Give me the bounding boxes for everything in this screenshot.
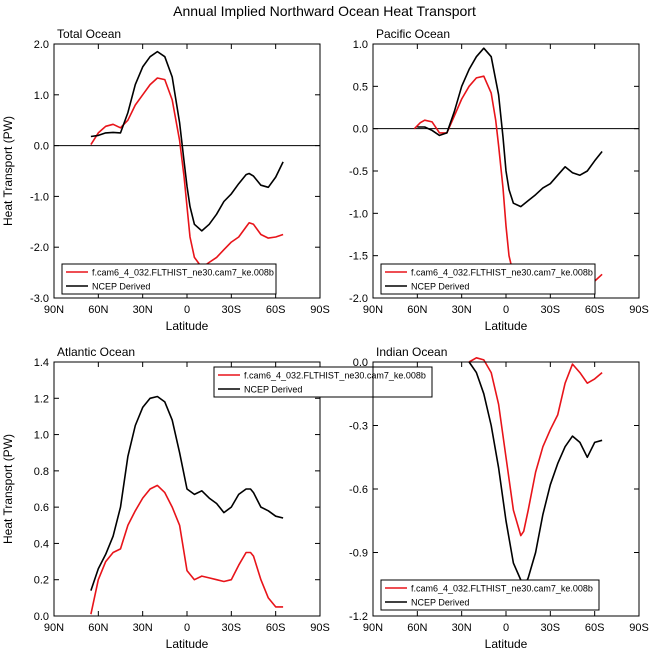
legend-label: NCEP Derived xyxy=(411,282,469,292)
panel-title: Indian Ocean xyxy=(376,345,447,359)
y-tick-label: -2.0 xyxy=(30,242,49,254)
x-tick-label: 60S xyxy=(585,304,605,316)
ncep-series-line xyxy=(468,361,603,586)
figure-title: Annual Implied Northward Ocean Heat Tran… xyxy=(173,3,476,19)
y-tick-label: 0.0 xyxy=(34,611,49,623)
legend-label: NCEP Derived xyxy=(411,598,469,608)
y-tick-label: 1.0 xyxy=(353,39,368,51)
legend-label: NCEP Derived xyxy=(92,282,150,292)
legend-label: f.cam6_4_032.FLTHIST_ne30.cam7_ke.008b xyxy=(411,584,593,594)
x-tick-label: 30N xyxy=(133,304,153,316)
model-series-line xyxy=(90,484,284,615)
x-tick-label: 90N xyxy=(363,304,383,316)
x-tick-label: 30S xyxy=(541,622,561,634)
legend-box xyxy=(61,263,277,295)
y-tick-label: 0.6 xyxy=(34,502,49,514)
panel-title: Pacific Ocean xyxy=(376,27,450,41)
x-tick-label: 60N xyxy=(88,304,108,316)
model-series-line xyxy=(468,356,603,537)
y-axis-label: Heat Transport (PW) xyxy=(1,434,15,544)
legend-label: f.cam6_4_032.FLTHIST_ne30.cam7_ke.008b xyxy=(411,268,593,278)
y-tick-label: 1.2 xyxy=(34,393,49,405)
y-tick-label: -0.5 xyxy=(349,166,368,178)
x-axis-label: Latitude xyxy=(485,637,528,651)
x-tick-label: 30S xyxy=(222,304,242,316)
x-tick-label: 60S xyxy=(266,622,286,634)
model-series-line xyxy=(90,77,284,269)
x-tick-label: 60N xyxy=(407,304,427,316)
legend: f.cam6_4_032.FLTHIST_ne30.cam7_ke.008b NC… xyxy=(61,263,277,295)
x-tick-label: 60N xyxy=(407,622,427,634)
x-tick-label: 90S xyxy=(629,304,649,316)
x-tick-label: 60S xyxy=(585,622,605,634)
y-tick-label: -0.9 xyxy=(349,548,368,560)
y-tick-label: -1.0 xyxy=(349,208,368,220)
y-tick-label: -0.6 xyxy=(349,484,368,496)
legend: f.cam6_4_032.FLTHIST_ne30.cam7_ke.008b NC… xyxy=(380,263,596,295)
x-tick-label: 0 xyxy=(184,622,190,634)
y-tick-label: 1.4 xyxy=(34,357,49,369)
y-tick-label: 1.0 xyxy=(34,430,49,442)
y-tick-label: -1.0 xyxy=(30,191,49,203)
legend: f.cam6_4_032.FLTHIST_ne30.cam7_ke.008b NC… xyxy=(213,366,433,398)
y-tick-label: 0.2 xyxy=(34,575,49,587)
plot-frame xyxy=(372,361,640,617)
legend: f.cam6_4_032.FLTHIST_ne30.cam7_ke.008b NC… xyxy=(380,579,600,611)
y-axis-label: Heat Transport (PW) xyxy=(1,116,15,226)
legend-label: f.cam6_4_032.FLTHIST_ne30.cam7_ke.008b xyxy=(92,268,274,278)
panel-title: Atlantic Ocean xyxy=(57,345,135,359)
x-tick-label: 90N xyxy=(44,304,64,316)
y-tick-label: 0.5 xyxy=(353,81,368,93)
x-tick-label: 30N xyxy=(452,622,472,634)
x-tick-label: 90N xyxy=(363,622,383,634)
x-tick-label: 90N xyxy=(44,622,64,634)
legend-label: f.cam6_4_032.FLTHIST_ne30.cam7_ke.008b xyxy=(244,371,426,381)
x-axis-label: Latitude xyxy=(485,319,528,333)
y-tick-label: -0.3 xyxy=(349,421,368,433)
y-tick-label: -1.5 xyxy=(349,251,368,263)
y-tick-label: 0.0 xyxy=(353,357,368,369)
x-tick-label: 90S xyxy=(310,304,330,316)
legend-box xyxy=(380,579,600,611)
panel-indian: Indian Ocean 90N 60N 30N 0 30S 60S 90S -1.2 -0.9 -… xyxy=(349,345,649,651)
legend-box xyxy=(213,366,433,398)
panel-total: Total Ocean 90N 60N 30N 0 30S 60S 90S -3.0 -2.0 -1… xyxy=(1,27,330,333)
y-tick-label: 0.8 xyxy=(34,466,49,478)
panel-title: Total Ocean xyxy=(57,27,121,41)
ncep-series-line xyxy=(90,395,284,591)
plot-frame xyxy=(53,43,321,299)
legend-label: NCEP Derived xyxy=(244,385,302,395)
ncep-series-line xyxy=(90,50,284,232)
panel-pacific: Pacific Ocean 90N 60N 30N 0 30S 60S 90S -2.0 -1.5… xyxy=(349,27,649,333)
y-tick-label: 2.0 xyxy=(34,39,49,51)
y-tick-label: 0.0 xyxy=(34,141,49,153)
x-tick-label: 90S xyxy=(310,622,330,634)
x-axis-label: Latitude xyxy=(166,637,209,651)
x-tick-label: 0 xyxy=(184,304,190,316)
x-tick-label: 0 xyxy=(503,304,509,316)
y-tick-label: -2.0 xyxy=(349,293,368,305)
x-axis-label: Latitude xyxy=(166,319,209,333)
x-tick-label: 90S xyxy=(629,622,649,634)
legend-box xyxy=(380,263,596,295)
y-tick-label: 0.4 xyxy=(34,538,49,550)
x-tick-label: 60N xyxy=(88,622,108,634)
x-tick-label: 30S xyxy=(541,304,561,316)
x-tick-label: 30N xyxy=(133,622,153,634)
ncep-series-line xyxy=(417,47,603,208)
x-tick-label: 30S xyxy=(222,622,242,634)
panel-atlantic: Atlantic Ocean 90N 60N 30N 0 30S 60S 90S 0.0 0.2 0… xyxy=(1,345,433,651)
y-tick-label: -1.2 xyxy=(349,611,368,623)
x-tick-label: 30N xyxy=(452,304,472,316)
y-tick-label: 1.0 xyxy=(34,90,49,102)
x-tick-label: 0 xyxy=(503,622,509,634)
y-tick-label: 0.0 xyxy=(353,124,368,136)
x-tick-label: 60S xyxy=(266,304,286,316)
y-tick-label: -3.0 xyxy=(30,293,49,305)
